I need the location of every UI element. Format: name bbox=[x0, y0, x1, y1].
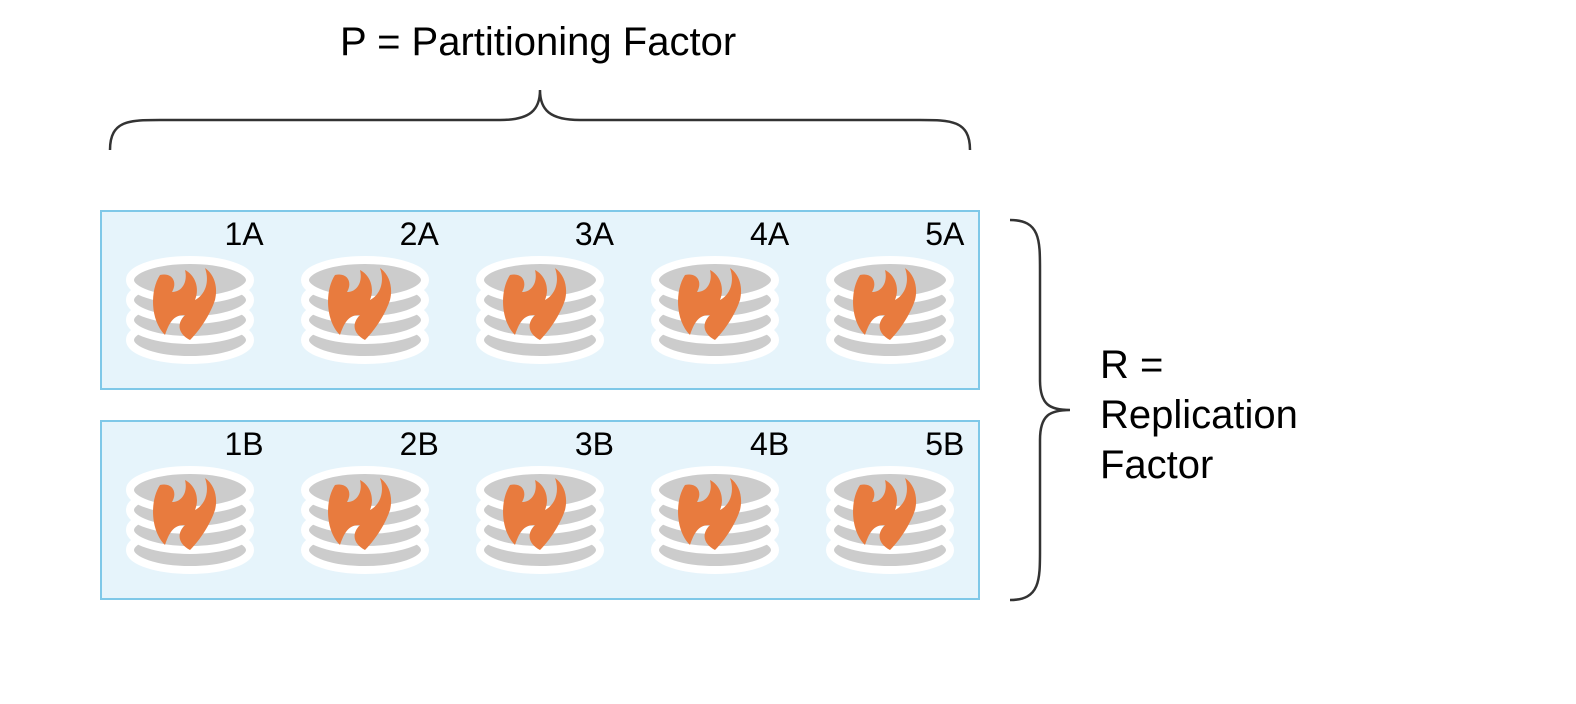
right-label-line2: Replication bbox=[1100, 390, 1298, 440]
node-label: 5B bbox=[925, 426, 964, 463]
right-label-line1: R = bbox=[1100, 340, 1298, 390]
db-node: 5A bbox=[810, 220, 970, 380]
db-node: 1A bbox=[110, 220, 270, 380]
node-label: 4A bbox=[750, 216, 789, 253]
node-label: 3B bbox=[575, 426, 614, 463]
node-label: 4B bbox=[750, 426, 789, 463]
node-label: 1A bbox=[224, 216, 263, 253]
db-node: 2B bbox=[285, 430, 445, 590]
node-label: 3A bbox=[575, 216, 614, 253]
db-node: 1B bbox=[110, 430, 270, 590]
db-node: 4A bbox=[635, 220, 795, 380]
db-node: 3A bbox=[460, 220, 620, 380]
right-brace bbox=[1000, 210, 1080, 610]
node-label: 2A bbox=[400, 216, 439, 253]
node-label: 2B bbox=[400, 426, 439, 463]
right-label-line3: Factor bbox=[1100, 440, 1298, 490]
replica-row-b: 1B 2B 3B bbox=[100, 420, 980, 600]
db-node: 5B bbox=[810, 430, 970, 590]
db-node: 3B bbox=[460, 430, 620, 590]
replication-factor-title: R = Replication Factor bbox=[1100, 340, 1298, 490]
db-node: 2A bbox=[285, 220, 445, 380]
node-label: 1B bbox=[224, 426, 263, 463]
db-node: 4B bbox=[635, 430, 795, 590]
top-brace bbox=[100, 80, 980, 160]
node-label: 5A bbox=[925, 216, 964, 253]
replica-row-a: 1A 2A 3A bbox=[100, 210, 980, 390]
partitioning-factor-title: P = Partitioning Factor bbox=[340, 20, 736, 65]
